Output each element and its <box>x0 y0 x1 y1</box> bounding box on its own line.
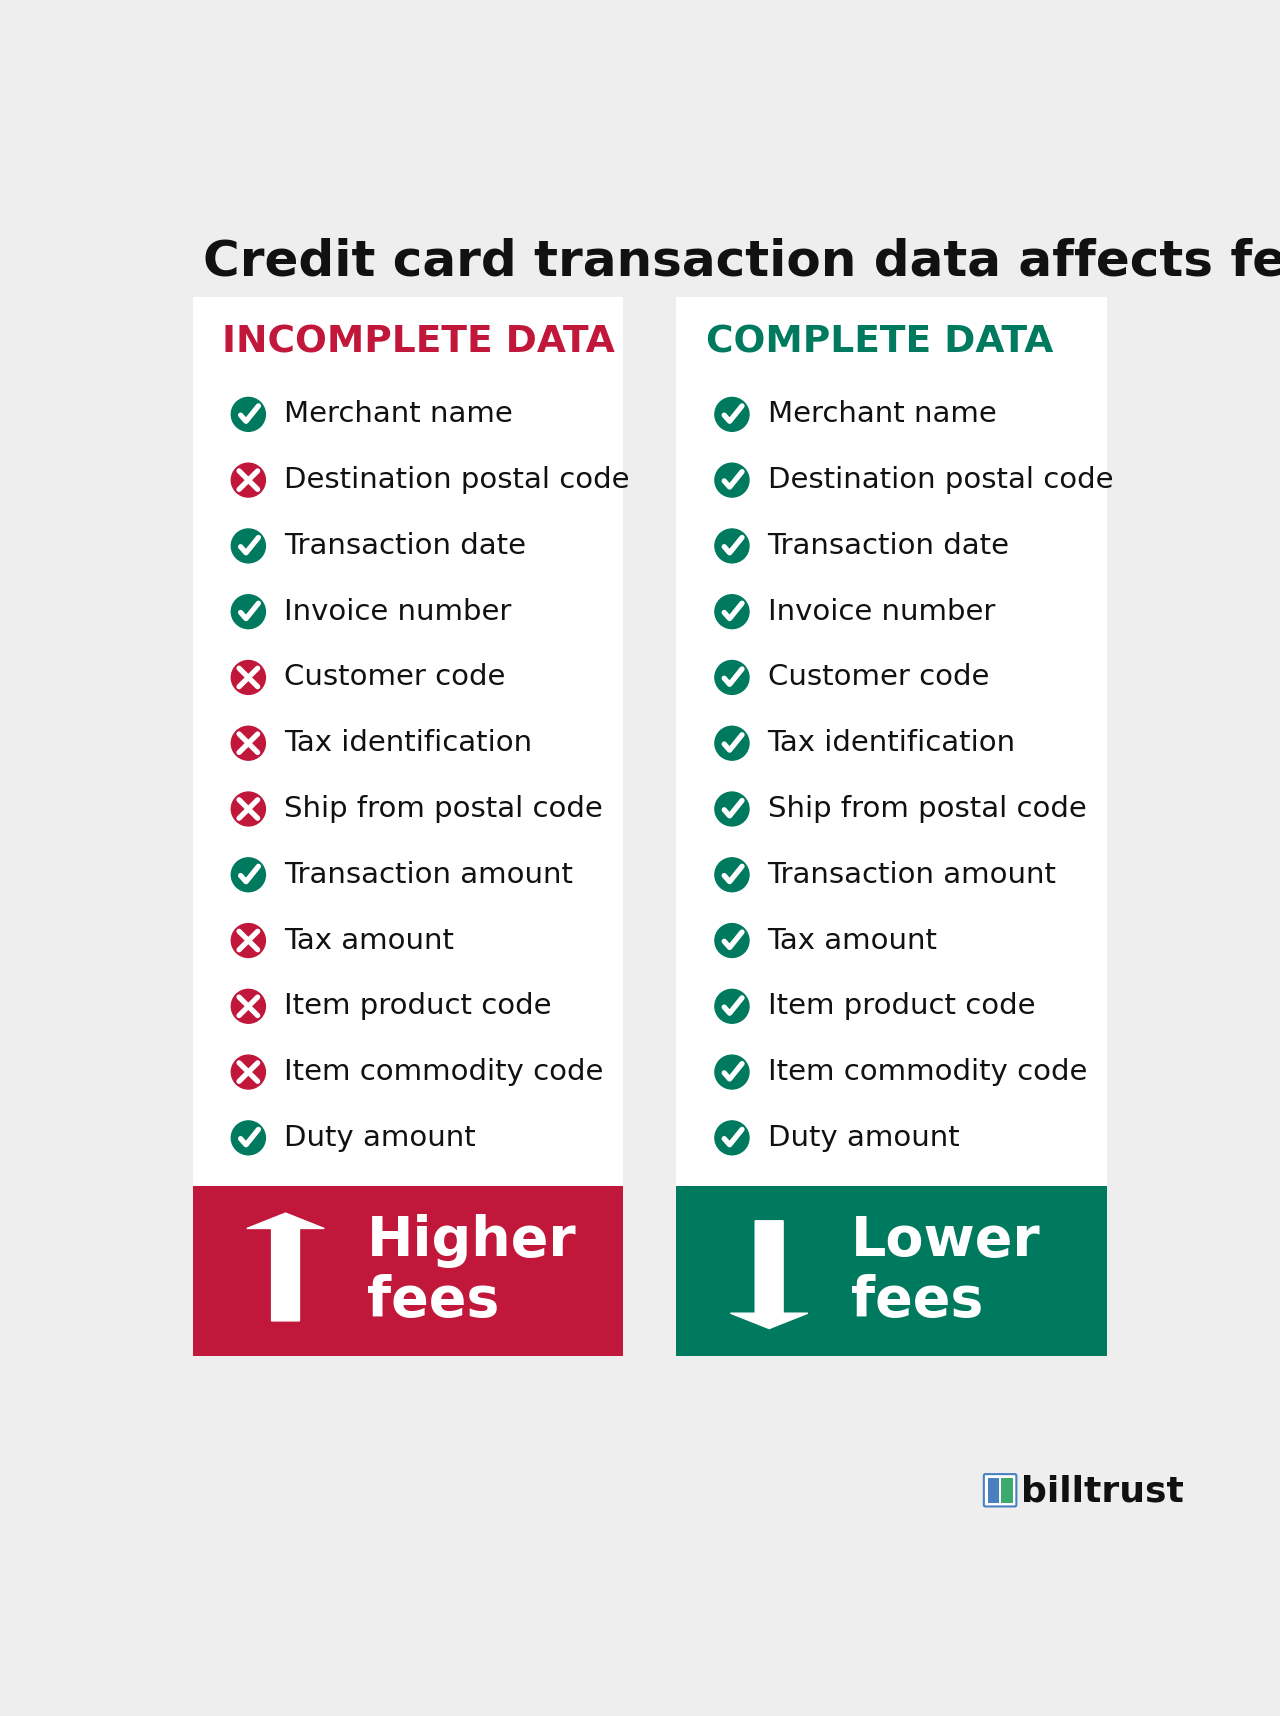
Circle shape <box>716 726 749 760</box>
Text: Item commodity code: Item commodity code <box>768 1059 1087 1086</box>
Circle shape <box>716 661 749 695</box>
Text: Invoice number: Invoice number <box>768 597 995 626</box>
Text: Merchant name: Merchant name <box>768 400 996 429</box>
Circle shape <box>232 595 265 628</box>
Circle shape <box>716 398 749 431</box>
Circle shape <box>232 529 265 563</box>
FancyBboxPatch shape <box>192 1186 623 1356</box>
Circle shape <box>716 529 749 563</box>
Text: Higher
fees: Higher fees <box>367 1213 577 1328</box>
Circle shape <box>716 990 749 1023</box>
Text: Customer code: Customer code <box>284 664 506 692</box>
Text: Lower
fees: Lower fees <box>850 1213 1041 1328</box>
Text: Invoice number: Invoice number <box>284 597 512 626</box>
Circle shape <box>716 463 749 498</box>
Text: Credit card transaction data affects fees: Credit card transaction data affects fee… <box>202 237 1280 285</box>
FancyBboxPatch shape <box>1001 1477 1012 1503</box>
Circle shape <box>232 1121 265 1155</box>
Text: billtrust: billtrust <box>1021 1474 1184 1508</box>
Text: Tax amount: Tax amount <box>284 927 454 954</box>
Circle shape <box>232 858 265 892</box>
Circle shape <box>232 1055 265 1090</box>
Text: Transaction amount: Transaction amount <box>284 861 573 889</box>
Polygon shape <box>731 1220 808 1328</box>
Circle shape <box>232 661 265 695</box>
Text: Transaction amount: Transaction amount <box>768 861 1056 889</box>
Text: Item product code: Item product code <box>284 992 552 1021</box>
Circle shape <box>716 1055 749 1090</box>
Text: Item commodity code: Item commodity code <box>284 1059 603 1086</box>
Text: Destination postal code: Destination postal code <box>284 467 630 494</box>
Circle shape <box>716 595 749 628</box>
Circle shape <box>716 923 749 958</box>
Text: INCOMPLETE DATA: INCOMPLETE DATA <box>221 324 614 360</box>
Text: Ship from postal code: Ship from postal code <box>768 795 1087 824</box>
Circle shape <box>232 990 265 1023</box>
Circle shape <box>232 463 265 498</box>
Text: COMPLETE DATA: COMPLETE DATA <box>705 324 1053 360</box>
FancyBboxPatch shape <box>984 1474 1016 1507</box>
Circle shape <box>716 793 749 825</box>
Text: Merchant name: Merchant name <box>284 400 513 429</box>
Circle shape <box>232 726 265 760</box>
Text: Customer code: Customer code <box>768 664 989 692</box>
FancyBboxPatch shape <box>676 297 1107 1186</box>
Text: Duty amount: Duty amount <box>768 1124 959 1151</box>
FancyBboxPatch shape <box>988 1477 1000 1503</box>
Text: Ship from postal code: Ship from postal code <box>284 795 603 824</box>
Circle shape <box>232 398 265 431</box>
Text: Item product code: Item product code <box>768 992 1036 1021</box>
Text: Tax identification: Tax identification <box>284 729 532 757</box>
Text: Destination postal code: Destination postal code <box>768 467 1114 494</box>
Circle shape <box>716 1121 749 1155</box>
Circle shape <box>232 793 265 825</box>
Polygon shape <box>247 1213 324 1321</box>
Text: Tax identification: Tax identification <box>768 729 1016 757</box>
FancyBboxPatch shape <box>192 297 623 1186</box>
Text: Duty amount: Duty amount <box>284 1124 476 1151</box>
Text: Tax amount: Tax amount <box>768 927 937 954</box>
Circle shape <box>232 923 265 958</box>
Text: Transaction date: Transaction date <box>284 532 526 559</box>
Text: Transaction date: Transaction date <box>768 532 1010 559</box>
FancyBboxPatch shape <box>676 1186 1107 1356</box>
Circle shape <box>716 858 749 892</box>
